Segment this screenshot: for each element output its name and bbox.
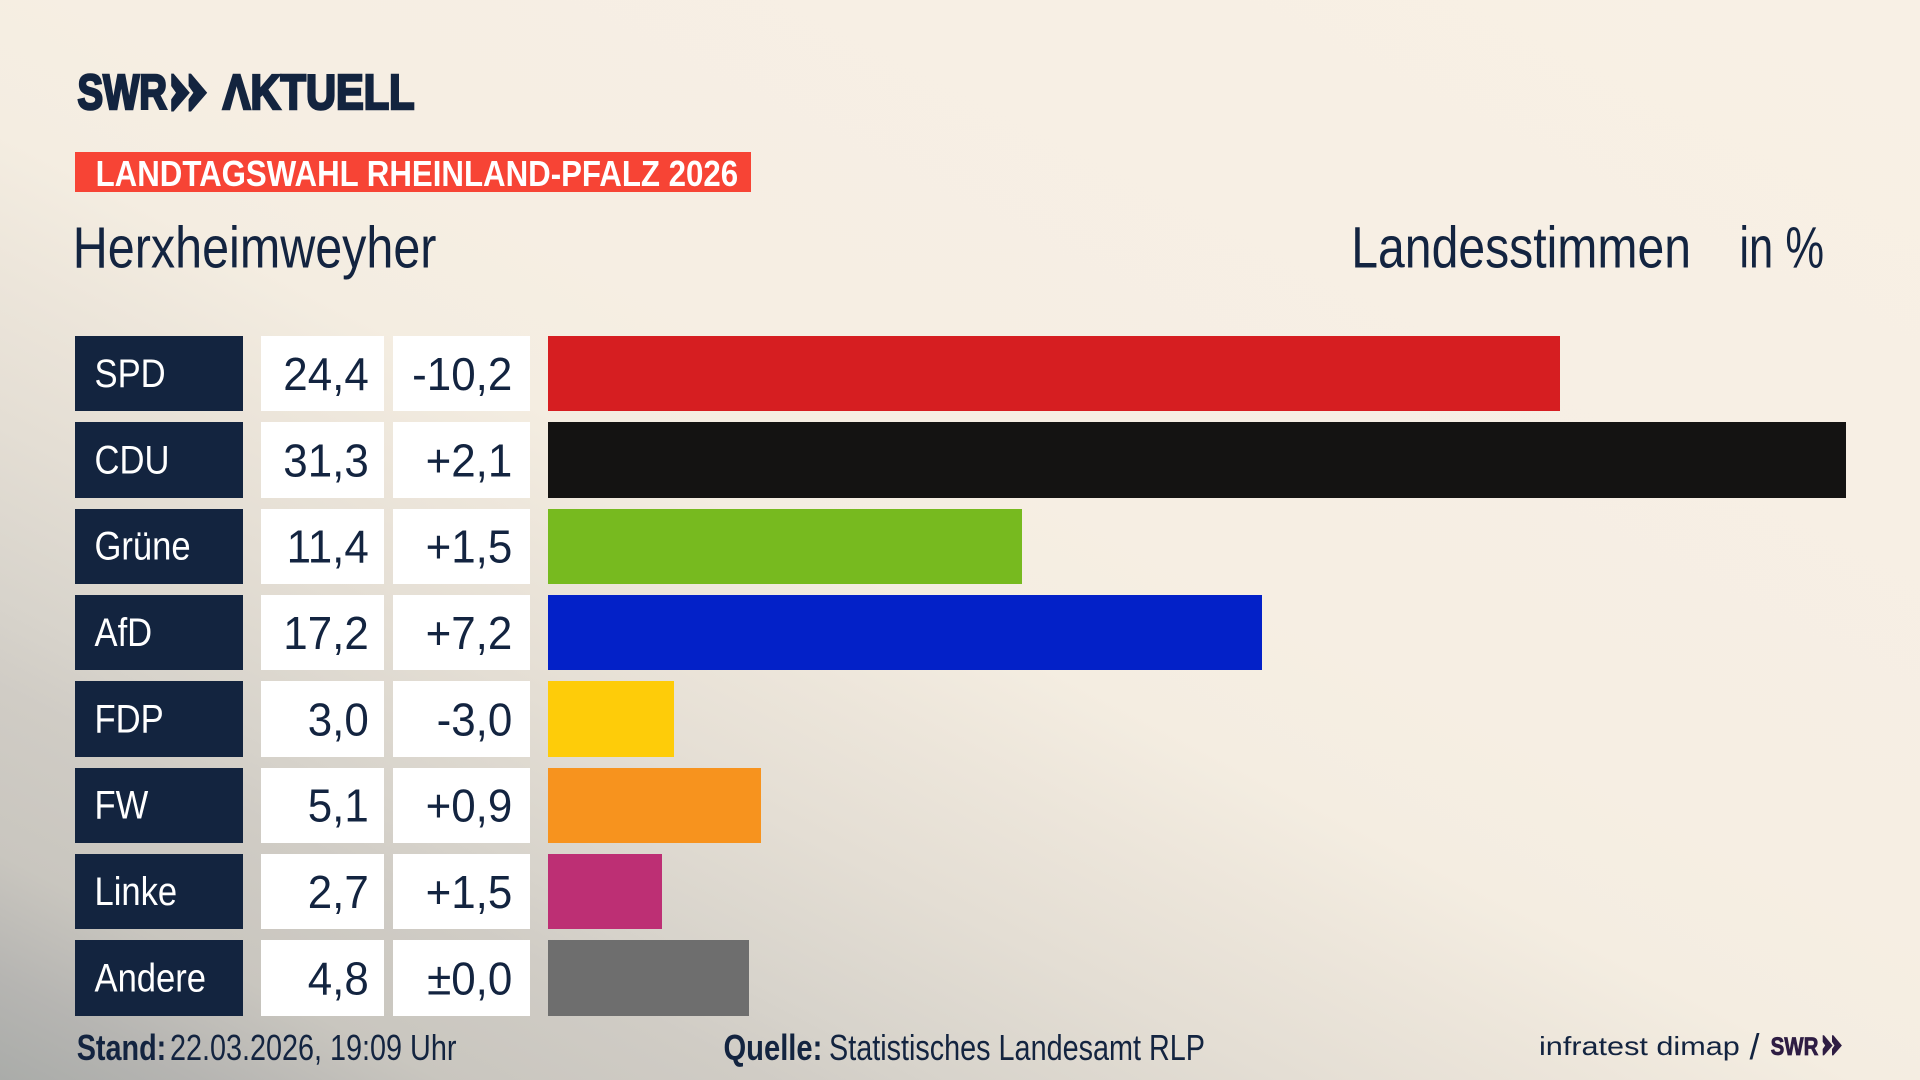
svg-text:ΛKTUELL: ΛKTUELL [223, 65, 415, 120]
svg-text:FW: FW [95, 782, 149, 827]
svg-text:Quelle:: Quelle: [724, 1027, 823, 1068]
svg-text:infratest dimap: infratest dimap [1539, 1032, 1740, 1061]
svg-text:4,8: 4,8 [308, 952, 369, 1004]
svg-text:22.03.2026, 19:09 Uhr: 22.03.2026, 19:09 Uhr [170, 1027, 457, 1068]
svg-text:CDU: CDU [95, 437, 170, 482]
svg-text:SWR: SWR [78, 66, 167, 121]
svg-text:LANDTAGSWAHL RHEINLAND-PFALZ 2: LANDTAGSWAHL RHEINLAND-PFALZ 2026 [96, 154, 739, 195]
svg-text:+1,5: +1,5 [426, 521, 513, 573]
svg-text:AfD: AfD [95, 610, 153, 655]
svg-text:-3,0: -3,0 [437, 693, 513, 745]
svg-text:2,7: 2,7 [308, 866, 369, 918]
svg-text:Grüne: Grüne [95, 523, 191, 568]
svg-text:Andere: Andere [95, 955, 207, 1000]
svg-text:5,1: 5,1 [308, 780, 369, 832]
svg-text:Statistisches Landesamt RLP: Statistisches Landesamt RLP [829, 1027, 1205, 1068]
svg-text:-10,2: -10,2 [412, 348, 512, 400]
svg-text:+1,5: +1,5 [426, 866, 513, 918]
svg-text:31,3: 31,3 [283, 434, 368, 486]
svg-text:17,2: 17,2 [283, 607, 368, 659]
svg-text:Landesstimmen: Landesstimmen [1351, 216, 1691, 280]
svg-text:+2,1: +2,1 [426, 434, 513, 486]
svg-text:/: / [1750, 1026, 1760, 1067]
svg-text:+0,9: +0,9 [426, 780, 513, 832]
svg-text:+7,2: +7,2 [426, 607, 513, 659]
svg-text:Herxheimweyher: Herxheimweyher [73, 217, 437, 281]
svg-text:SWR: SWR [1771, 1032, 1819, 1060]
svg-text:±0,0: ±0,0 [427, 952, 512, 1004]
svg-text:3,0: 3,0 [308, 693, 369, 745]
svg-text:SPD: SPD [95, 351, 166, 396]
svg-text:Stand:: Stand: [77, 1027, 167, 1068]
svg-text:Linke: Linke [95, 869, 178, 914]
svg-text:FDP: FDP [95, 696, 164, 741]
svg-text:in %: in % [1739, 215, 1824, 279]
svg-text:11,4: 11,4 [287, 521, 369, 573]
svg-text:24,4: 24,4 [283, 348, 368, 400]
